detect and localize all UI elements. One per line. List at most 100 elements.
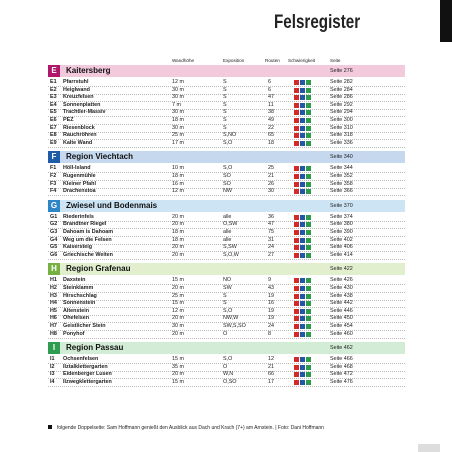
difficulty-square (306, 293, 311, 299)
row-line (48, 220, 405, 222)
height: 12 m (172, 188, 184, 195)
difficulty-square (294, 189, 299, 195)
difficulty-square (294, 308, 299, 314)
crag-name: Kleiner Pfahl (63, 180, 96, 187)
row-line (48, 307, 405, 309)
difficulty-square (300, 87, 305, 93)
difficulty-square (300, 222, 305, 228)
routes: 65 (268, 132, 274, 139)
row-line (48, 363, 405, 365)
routes: 19 (268, 307, 274, 314)
page-ref: Seite 352 (330, 173, 353, 179)
code: E1 (50, 79, 57, 85)
difficulty-square (300, 293, 305, 299)
crag-name: Riederinfels (63, 213, 94, 220)
difficulty-square (294, 95, 299, 101)
code: G6 (50, 251, 58, 258)
crag-name: Pfarrstuhl (63, 79, 89, 85)
section-page: Seite 340 (330, 154, 353, 161)
page-ref: Seite 292 (330, 101, 353, 108)
page-ref: Seite 460 (330, 330, 353, 337)
routes: 43 (268, 285, 274, 291)
height: 20 m (172, 244, 184, 251)
code: G3 (50, 229, 58, 235)
difficulty-square (306, 357, 311, 363)
section-band (48, 199, 405, 212)
difficulty-square (294, 293, 299, 299)
page-ref: Seite 390 (330, 229, 353, 235)
difficulty-square (300, 140, 305, 146)
difficulty-square (294, 222, 299, 228)
crag-name: Eidenberger Lusen (63, 371, 112, 378)
difficulty-square (306, 372, 311, 378)
page-ref: Seite 430 (330, 285, 353, 291)
column-header: Exposition (223, 58, 245, 63)
exposition: W,N (223, 371, 234, 378)
height: 15 m (172, 356, 184, 363)
difficulty-square (294, 252, 299, 258)
difficulty-square (306, 118, 311, 123)
difficulty-square (300, 372, 305, 378)
row-line (48, 322, 405, 324)
page-ref: Seite 446 (330, 307, 353, 314)
section-name: Region Grafenau (66, 264, 131, 274)
exposition: O,SW (223, 221, 238, 228)
height: 35 m (172, 363, 184, 370)
difficulty-square (300, 174, 305, 179)
routes: 75 (268, 229, 274, 235)
column-header: Routen (265, 58, 280, 63)
row-line (48, 330, 405, 331)
routes: 6 (268, 79, 271, 85)
routes: 49 (268, 117, 274, 123)
exposition: alle (223, 236, 232, 243)
crag-name: Griechische Weiten (63, 251, 113, 258)
page-ref: Seite 468 (330, 363, 353, 370)
code: H1 (50, 277, 57, 284)
difficulty-square (300, 102, 305, 108)
column-header: Seite (330, 58, 341, 63)
height: 15 m (172, 379, 184, 385)
difficulty-square (306, 245, 311, 251)
code: I3 (50, 371, 55, 378)
exposition: alle (223, 229, 232, 235)
height: 15 m (172, 300, 184, 307)
code: F2 (50, 173, 57, 179)
difficulty-square (294, 316, 299, 322)
difficulty-square (300, 301, 305, 307)
difficulty-square (306, 125, 311, 131)
routes: 8 (268, 330, 271, 337)
difficulty-square (294, 118, 299, 123)
height: 10 m (172, 165, 184, 172)
crag-name: Kreuzfelsen (63, 94, 94, 101)
exposition: O (223, 363, 228, 370)
page-ref: Seite 284 (330, 86, 353, 93)
section-page: Seite 276 (330, 68, 353, 74)
section-band (48, 65, 405, 77)
height: 12 m (172, 79, 184, 85)
column-header: Wandhöhe (172, 58, 195, 63)
exposition: SO (223, 180, 231, 187)
difficulty-square (300, 331, 305, 337)
height: 20 m (172, 330, 184, 337)
difficulty-square (294, 301, 299, 307)
routes: 47 (268, 221, 274, 228)
difficulty-square (300, 237, 305, 243)
row-line (48, 314, 405, 316)
exposition: S,O (223, 139, 233, 146)
crag-name: Riesenblock (63, 124, 95, 131)
code: E7 (50, 124, 57, 131)
page-tab (418, 444, 440, 452)
difficulty-square (294, 380, 299, 385)
height: 30 m (172, 323, 184, 329)
difficulty-square (294, 80, 299, 85)
difficulty-square (306, 181, 311, 187)
page-ref: Seite 380 (330, 221, 353, 228)
crag-name: Sonnenstein (63, 300, 96, 307)
difficulty-square (294, 324, 299, 329)
section-page: Seite 462 (330, 345, 353, 352)
row-line (48, 370, 405, 372)
section-letter: G (48, 199, 60, 212)
section-name: Zwiesel und Bodenmais (66, 200, 158, 210)
difficulty-square (306, 278, 311, 284)
difficulty-square (306, 286, 311, 291)
